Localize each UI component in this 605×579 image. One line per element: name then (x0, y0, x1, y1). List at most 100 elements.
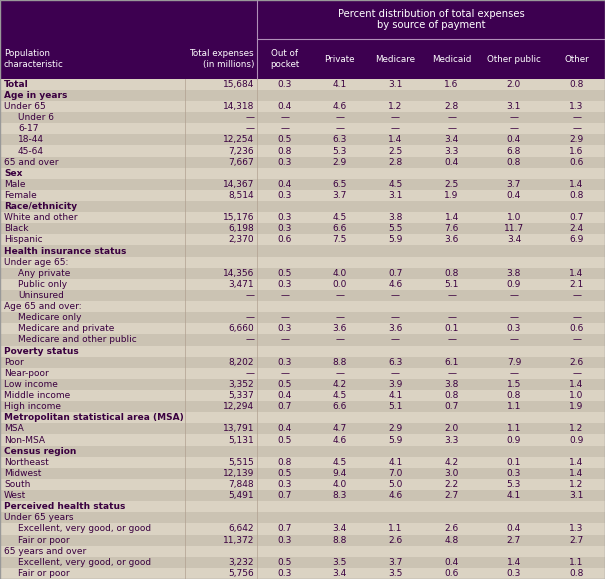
Text: —: — (245, 124, 254, 133)
Text: Perceived health status: Perceived health status (4, 502, 125, 511)
Text: Other: Other (564, 54, 589, 64)
Text: 5,491: 5,491 (229, 491, 254, 500)
Text: 4.5: 4.5 (388, 180, 402, 189)
Text: —: — (447, 335, 456, 345)
Text: —: — (447, 124, 456, 133)
Text: 14,356: 14,356 (223, 269, 254, 278)
Text: —: — (245, 313, 254, 323)
Text: 3.8: 3.8 (388, 213, 402, 222)
Text: Race/ethnicity: Race/ethnicity (4, 202, 77, 211)
Text: 1.6: 1.6 (445, 80, 459, 89)
Text: 2.7: 2.7 (569, 536, 584, 545)
Text: 0.8: 0.8 (569, 191, 584, 200)
Text: 3.4: 3.4 (333, 525, 347, 533)
Text: 1.4: 1.4 (507, 558, 521, 567)
Text: Total expenses
(in millions): Total expenses (in millions) (189, 49, 254, 69)
Bar (0, 234, 605, 245)
Text: 3.4: 3.4 (333, 569, 347, 578)
Text: 1.4: 1.4 (569, 469, 584, 478)
Text: 1.6: 1.6 (569, 146, 584, 156)
Text: —: — (447, 113, 456, 122)
Text: 0.5: 0.5 (278, 269, 292, 278)
Text: Fair or poor: Fair or poor (18, 536, 70, 545)
Text: 7.6: 7.6 (445, 224, 459, 233)
Text: Under 6: Under 6 (18, 113, 54, 122)
Bar (0, 101, 605, 112)
Text: 4.6: 4.6 (388, 280, 402, 289)
Text: —: — (509, 369, 518, 378)
Text: 12,294: 12,294 (223, 402, 254, 411)
Text: 2.6: 2.6 (569, 358, 584, 367)
Text: 5.3: 5.3 (333, 146, 347, 156)
Text: 0.1: 0.1 (445, 324, 459, 334)
Text: —: — (335, 335, 344, 345)
Bar (0, 390, 605, 401)
Text: 7.5: 7.5 (333, 236, 347, 244)
Text: Uninsured: Uninsured (18, 291, 64, 300)
Bar (0, 179, 605, 190)
Text: Near-poor: Near-poor (4, 369, 49, 378)
Text: 1.2: 1.2 (388, 102, 402, 111)
Text: High income: High income (4, 402, 61, 411)
Text: —: — (572, 335, 581, 345)
Text: 6,642: 6,642 (229, 525, 254, 533)
Text: —: — (335, 124, 344, 133)
Text: Out of
pocket: Out of pocket (270, 49, 299, 69)
Text: Excellent, very good, or good: Excellent, very good, or good (18, 558, 151, 567)
Text: 1.1: 1.1 (388, 525, 402, 533)
Text: 2.5: 2.5 (388, 146, 402, 156)
Text: 6.6: 6.6 (333, 224, 347, 233)
Text: 1.0: 1.0 (569, 391, 584, 400)
Text: 0.3: 0.3 (507, 569, 521, 578)
Text: 6.8: 6.8 (507, 146, 521, 156)
Text: 0.8: 0.8 (569, 80, 584, 89)
Text: 3.7: 3.7 (333, 191, 347, 200)
Bar (0, 79, 605, 90)
Bar (0, 190, 605, 201)
Text: Poor: Poor (4, 358, 24, 367)
Text: Total: Total (4, 80, 29, 89)
Text: 12,139: 12,139 (223, 469, 254, 478)
Text: 0.3: 0.3 (278, 213, 292, 222)
Text: 3.3: 3.3 (445, 146, 459, 156)
Text: 1.4: 1.4 (445, 213, 459, 222)
Text: 0.3: 0.3 (278, 358, 292, 367)
Text: 0.3: 0.3 (278, 324, 292, 334)
Text: —: — (280, 113, 289, 122)
Text: —: — (280, 313, 289, 323)
Text: 11,372: 11,372 (223, 536, 254, 545)
Text: 0.7: 0.7 (278, 525, 292, 533)
Bar (0, 123, 605, 134)
Bar (0, 457, 605, 468)
Text: 0.4: 0.4 (445, 558, 459, 567)
Text: Female: Female (4, 191, 37, 200)
Text: 2.4: 2.4 (569, 224, 584, 233)
Text: 2.2: 2.2 (445, 480, 459, 489)
Bar (0, 112, 605, 123)
Bar (0, 545, 605, 557)
Text: 2.9: 2.9 (333, 157, 347, 167)
Text: 1.9: 1.9 (445, 191, 459, 200)
Bar (0, 357, 605, 368)
Text: 5.9: 5.9 (388, 236, 402, 244)
Text: —: — (509, 291, 518, 300)
Text: West: West (4, 491, 26, 500)
Text: —: — (572, 291, 581, 300)
Text: —: — (335, 369, 344, 378)
Bar (0, 523, 605, 534)
Bar (0, 468, 605, 479)
Bar (0, 446, 605, 457)
Text: Low income: Low income (4, 380, 58, 389)
Text: Middle income: Middle income (4, 391, 70, 400)
Text: 0.0: 0.0 (333, 280, 347, 289)
Text: 0.4: 0.4 (278, 424, 292, 434)
Text: 3.0: 3.0 (445, 469, 459, 478)
Text: 4.5: 4.5 (333, 213, 347, 222)
Text: —: — (509, 313, 518, 323)
Text: 5,337: 5,337 (228, 391, 254, 400)
Text: —: — (572, 124, 581, 133)
Text: 0.4: 0.4 (278, 180, 292, 189)
Text: 8.8: 8.8 (333, 358, 347, 367)
Text: 5.1: 5.1 (445, 280, 459, 289)
Text: 5,756: 5,756 (228, 569, 254, 578)
